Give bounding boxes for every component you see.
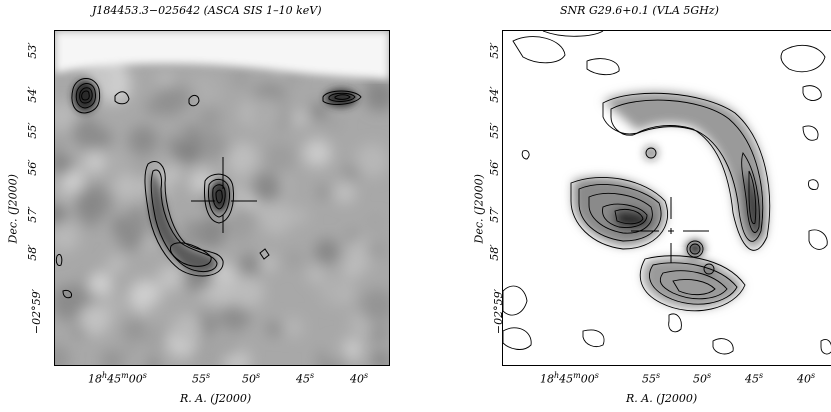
left-ytick-56: 56′ <box>25 159 39 176</box>
left-ytick-53: 53′ <box>25 42 39 59</box>
left-xtick-00: 18h45m00s <box>88 371 147 386</box>
left-ytick-57: 57′ <box>25 206 39 223</box>
right-xtick-40: 40s <box>797 371 816 386</box>
right-ytick-54: 54′ <box>487 86 501 103</box>
right-panel-title: SNR G29.6+0.1 (VLA 5GHz) <box>560 4 719 17</box>
right-xtick-55: 55s <box>642 371 661 386</box>
right-xtick-45: 45s <box>745 371 764 386</box>
left-ylabel: Dec. (J2000) <box>6 174 20 244</box>
right-ytick-56: 56′ <box>487 159 501 176</box>
right-ytick-58: 58′ <box>487 244 501 261</box>
right-ytick-57: 57′ <box>487 206 501 223</box>
left-ytick-55: 55′ <box>25 122 39 139</box>
left-ytick-59: −02°59′ <box>30 288 44 335</box>
left-panel-title: J184453.3−025642 (ASCA SIS 1–10 keV) <box>92 4 322 17</box>
left-xtick-40: 40s <box>350 371 369 386</box>
right-ytick-55: 55′ <box>487 122 501 139</box>
right-ylabel: Dec. (J2000) <box>472 174 486 244</box>
left-ytick-58: 58′ <box>25 244 39 261</box>
left-xtick-45: 45s <box>296 371 315 386</box>
left-xray-image <box>54 30 390 366</box>
left-xtick-50: 50s <box>242 371 261 386</box>
right-xtick-50: 50s <box>693 371 712 386</box>
right-xtick-00: 18h45m00s <box>540 371 599 386</box>
left-ytick-54: 54′ <box>25 86 39 103</box>
right-xlabel: R. A. (J2000) <box>626 392 698 405</box>
left-xlabel: R. A. (J2000) <box>180 392 252 405</box>
right-radio-image <box>502 30 831 366</box>
right-ytick-53: 53′ <box>487 42 501 59</box>
left-xtick-55: 55s <box>192 371 211 386</box>
